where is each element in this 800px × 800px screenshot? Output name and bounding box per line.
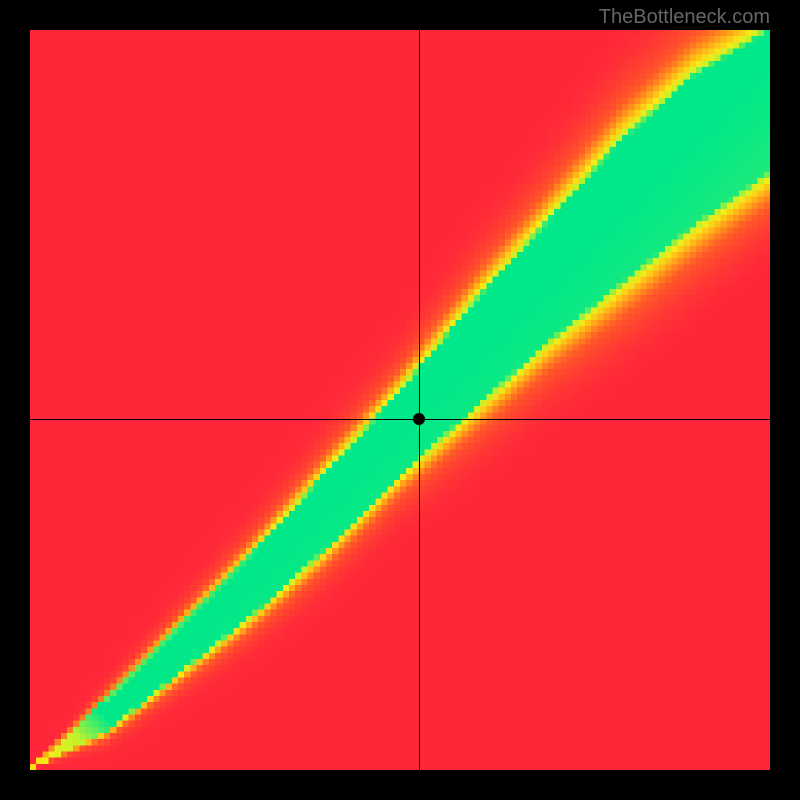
crosshair-horizontal <box>30 419 770 420</box>
selection-marker <box>413 413 425 425</box>
heatmap-canvas <box>30 30 770 770</box>
crosshair-vertical <box>419 30 420 770</box>
watermark-text: TheBottleneck.com <box>599 6 770 29</box>
heatmap-plot <box>30 30 770 770</box>
